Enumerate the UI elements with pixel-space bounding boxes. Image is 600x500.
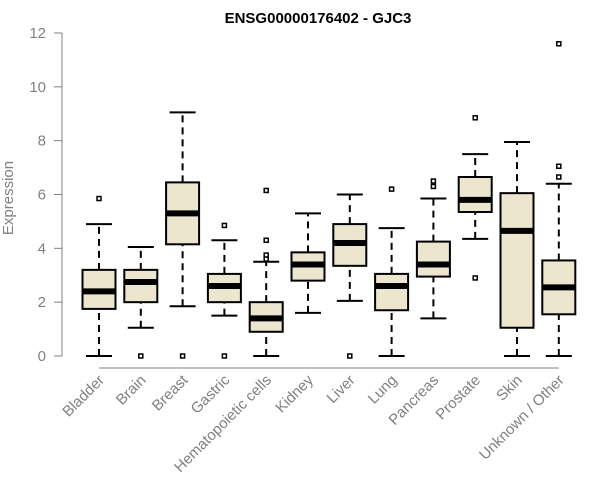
box-iqr [374,272,410,312]
x-tick-label: Breast [149,371,192,414]
box-8 [415,178,451,320]
x-tick-label: Liver [324,372,359,407]
outlier-point [556,163,562,169]
outlier-point [556,41,562,47]
outlier-point [430,178,437,184]
outlier-point [179,353,186,359]
box-iqr [415,240,451,278]
y-tick-label: 4 [38,240,46,257]
x-tick-label: Skin [493,372,526,405]
box-10 [499,141,535,357]
outlier-point [472,115,478,121]
outlier-point [430,183,437,190]
outlier-point [221,353,228,359]
outlier-point [347,353,353,359]
chart-title: ENSG00000176402 - GJC3 [225,10,412,27]
y-tick-label: 10 [29,79,46,96]
box-1 [123,245,159,359]
box-4 [248,187,284,357]
box-11 [541,41,577,357]
outlier-point [263,187,269,194]
y-tick-label: 12 [29,25,46,42]
y-tick-label: 0 [38,348,46,365]
outlier-point [263,237,269,244]
y-tick-label: 6 [38,187,46,204]
y-axis-label: Expression [0,161,17,235]
x-tick-label: Kidney [272,371,317,416]
box-2 [165,111,201,359]
box-iqr [123,268,159,304]
box-9 [457,115,493,281]
x-tick-label: Bladder [59,372,108,421]
outlier-point [138,353,144,359]
outlier-point [388,186,395,192]
outlier-point [472,275,478,281]
y-tick-label: 2 [38,294,46,311]
box-5 [290,212,326,314]
box-iqr [457,176,493,213]
y-tick-label: 8 [38,133,46,150]
box-7 [374,186,410,357]
outlier-point [263,256,269,262]
outlier-point [96,195,102,202]
axes: 0 2 4 6 8 10 12 [29,25,559,369]
box-0 [81,195,117,357]
box-3 [206,222,242,359]
x-tick-label: Prostate [432,372,484,424]
box-series [81,41,577,359]
x-tick-label: Brain [113,372,150,409]
x-tick-label: Lung [365,372,401,408]
outlier-point [221,222,228,229]
outlier-point [556,174,562,180]
box-6 [332,193,368,359]
box-iqr [499,192,535,329]
